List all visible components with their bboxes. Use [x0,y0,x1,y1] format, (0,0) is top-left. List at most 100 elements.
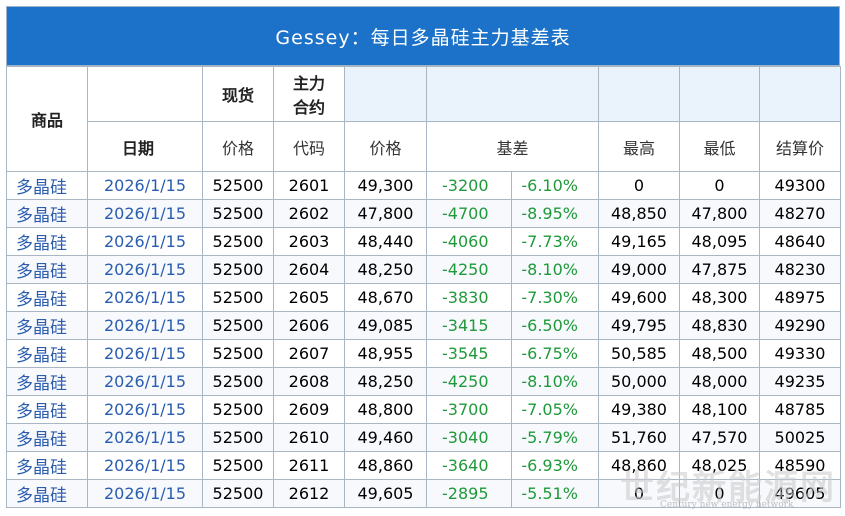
cell-high: 49,380 [598,395,680,424]
cell-contract-price: 49,300 [344,171,427,200]
cell-settle: 48975 [759,283,841,312]
cell-contract-price: 49,460 [344,423,427,452]
header-empty-5 [679,66,760,122]
cell-settle: 48230 [759,255,841,284]
cell-basis-percent: -6.75% [511,339,599,368]
cell-contract-price: 49,085 [344,311,427,340]
cell-product: 多晶硅 [6,255,88,284]
cell-low: 48,095 [679,227,760,256]
header-code: 代码 [273,121,345,172]
cell-basis: -3830 [426,283,512,312]
cell-spot-price: 52500 [202,367,274,396]
header-basis: 基差 [426,121,599,172]
cell-settle: 50025 [759,423,841,452]
cell-low: 48,500 [679,339,760,368]
header-price2: 价格 [344,121,427,172]
cell-low: 48,830 [679,311,760,340]
table-row: 多晶硅 2026/1/15 52500 2606 49,085 -3415 -6.50% 49… [6,311,841,340]
table-row: 多晶硅 2026/1/15 52500 2611 48,860 -3640 -6.93% 48… [6,451,841,480]
cell-product: 多晶硅 [6,479,88,508]
cell-date: 2026/1/15 [87,479,203,508]
cell-date: 2026/1/15 [87,339,203,368]
cell-basis-percent: -7.73% [511,227,599,256]
cell-basis: -4700 [426,199,512,228]
header-product: 商品 [6,66,88,172]
cell-product: 多晶硅 [6,339,88,368]
cell-date: 2026/1/15 [87,171,203,200]
cell-contract-code: 2612 [273,479,345,508]
cell-basis: -3040 [426,423,512,452]
cell-contract-code: 2604 [273,255,345,284]
cell-basis: -3200 [426,171,512,200]
cell-contract-price: 48,440 [344,227,427,256]
cell-basis: -3640 [426,451,512,480]
cell-settle: 48270 [759,199,841,228]
cell-contract-code: 2605 [273,283,345,312]
cell-low: 48,100 [679,395,760,424]
cell-high: 49,795 [598,311,680,340]
table-body: 多晶硅 2026/1/15 52500 2601 49,300 -3200 -6.10% 0 0… [6,171,841,508]
cell-contract-code: 2606 [273,311,345,340]
cell-spot-price: 52500 [202,255,274,284]
cell-high: 48,860 [598,451,680,480]
cell-low: 47,570 [679,423,760,452]
cell-date: 2026/1/15 [87,423,203,452]
header-empty-4 [598,66,680,122]
cell-contract-code: 2608 [273,367,345,396]
cell-high: 0 [598,171,680,200]
cell-spot-price: 52500 [202,227,274,256]
header-main-contract: 主力 合约 [273,66,345,122]
cell-high: 48,850 [598,199,680,228]
cell-spot-price: 52500 [202,339,274,368]
cell-contract-price: 48,670 [344,283,427,312]
cell-product: 多晶硅 [6,311,88,340]
cell-contract-price: 49,605 [344,479,427,508]
cell-low: 0 [679,171,760,200]
cell-contract-code: 2607 [273,339,345,368]
cell-low: 48,025 [679,451,760,480]
header-settle: 结算价 [759,121,841,172]
cell-contract-code: 2603 [273,227,345,256]
cell-high: 49,000 [598,255,680,284]
cell-date: 2026/1/15 [87,367,203,396]
cell-contract-code: 2610 [273,423,345,452]
cell-low: 47,875 [679,255,760,284]
cell-high: 50,585 [598,339,680,368]
cell-basis-percent: -7.30% [511,283,599,312]
header-main-contract-line1: 主力 [292,74,325,93]
header-empty-6 [759,66,841,122]
cell-product: 多晶硅 [6,395,88,424]
header-spot: 现货 [202,66,274,122]
table-row: 多晶硅 2026/1/15 52500 2608 48,250 -4250 -8.10% 50… [6,367,841,396]
cell-product: 多晶硅 [6,367,88,396]
cell-high: 49,600 [598,283,680,312]
cell-basis-percent: -6.10% [511,171,599,200]
table-row: 多晶硅 2026/1/15 52500 2609 48,800 -3700 -7.05% 49… [6,395,841,424]
cell-date: 2026/1/15 [87,395,203,424]
cell-basis-percent: -6.50% [511,311,599,340]
cell-contract-price: 48,955 [344,339,427,368]
cell-settle: 48590 [759,451,841,480]
basis-table-container: Gessey：每日多晶硅主力基差表 商品 现货 主力 合约 [6,6,841,508]
header-low: 最低 [679,121,760,172]
header-main-contract-line2: 合约 [292,98,325,117]
header-price: 价格 [202,121,274,172]
cell-contract-price: 48,250 [344,367,427,396]
header-empty-1 [87,66,203,122]
header-high: 最高 [598,121,680,172]
cell-contract-price: 48,860 [344,451,427,480]
cell-date: 2026/1/15 [87,227,203,256]
cell-date: 2026/1/15 [87,311,203,340]
cell-basis: -4250 [426,367,512,396]
cell-contract-code: 2601 [273,171,345,200]
cell-high: 51,760 [598,423,680,452]
cell-product: 多晶硅 [6,199,88,228]
table-row: 多晶硅 2026/1/15 52500 2601 49,300 -3200 -6.10% 0 0… [6,171,841,200]
cell-contract-price: 47,800 [344,199,427,228]
cell-spot-price: 52500 [202,395,274,424]
cell-high: 49,165 [598,227,680,256]
cell-contract-code: 2611 [273,451,345,480]
table-row: 多晶硅 2026/1/15 52500 2605 48,670 -3830 -7.30% 49… [6,283,841,312]
cell-basis-percent: -6.93% [511,451,599,480]
cell-spot-price: 52500 [202,423,274,452]
